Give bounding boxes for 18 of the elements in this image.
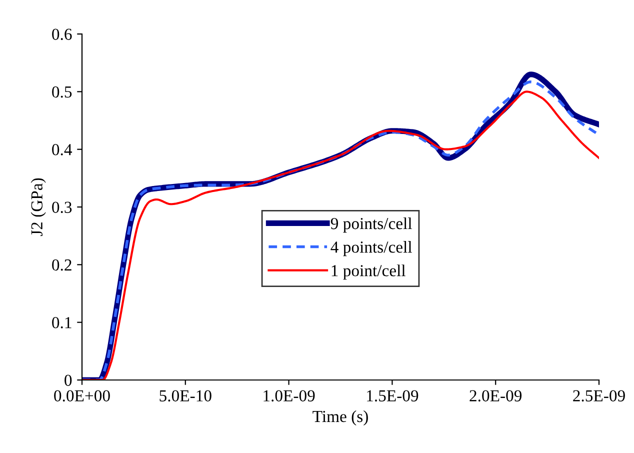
y-tick-label: 0.1 (52, 317, 72, 328)
y-tick-label: 0.4 (52, 144, 72, 156)
x-tick-label: 1.5E-09 (367, 390, 418, 402)
x-axis-title: Time (s) (312, 410, 368, 426)
x-tick-label: 2.5E-09 (573, 390, 625, 402)
x-tick-label: 1.0E-09 (264, 390, 315, 402)
y-tick-label: 0.5 (52, 86, 72, 98)
y-tick-label: 0.6 (52, 28, 72, 40)
y-axis-title: J2 (GPa) (30, 178, 46, 236)
y-tick-label: 0 (64, 374, 72, 386)
x-tick-label: 5.0E-10 (160, 390, 212, 402)
x-tick-label: 2.0E-09 (470, 390, 522, 402)
y-tick-label: 0.2 (52, 259, 72, 271)
legend-label: 9 points/cell (330, 217, 412, 233)
legend-label: 1 point/cell (332, 264, 406, 280)
legend-label: 4 points/cell (330, 241, 412, 256)
y-tick-label: 0.3 (52, 202, 72, 214)
x-tick-label: 0.0E+00 (54, 390, 110, 402)
